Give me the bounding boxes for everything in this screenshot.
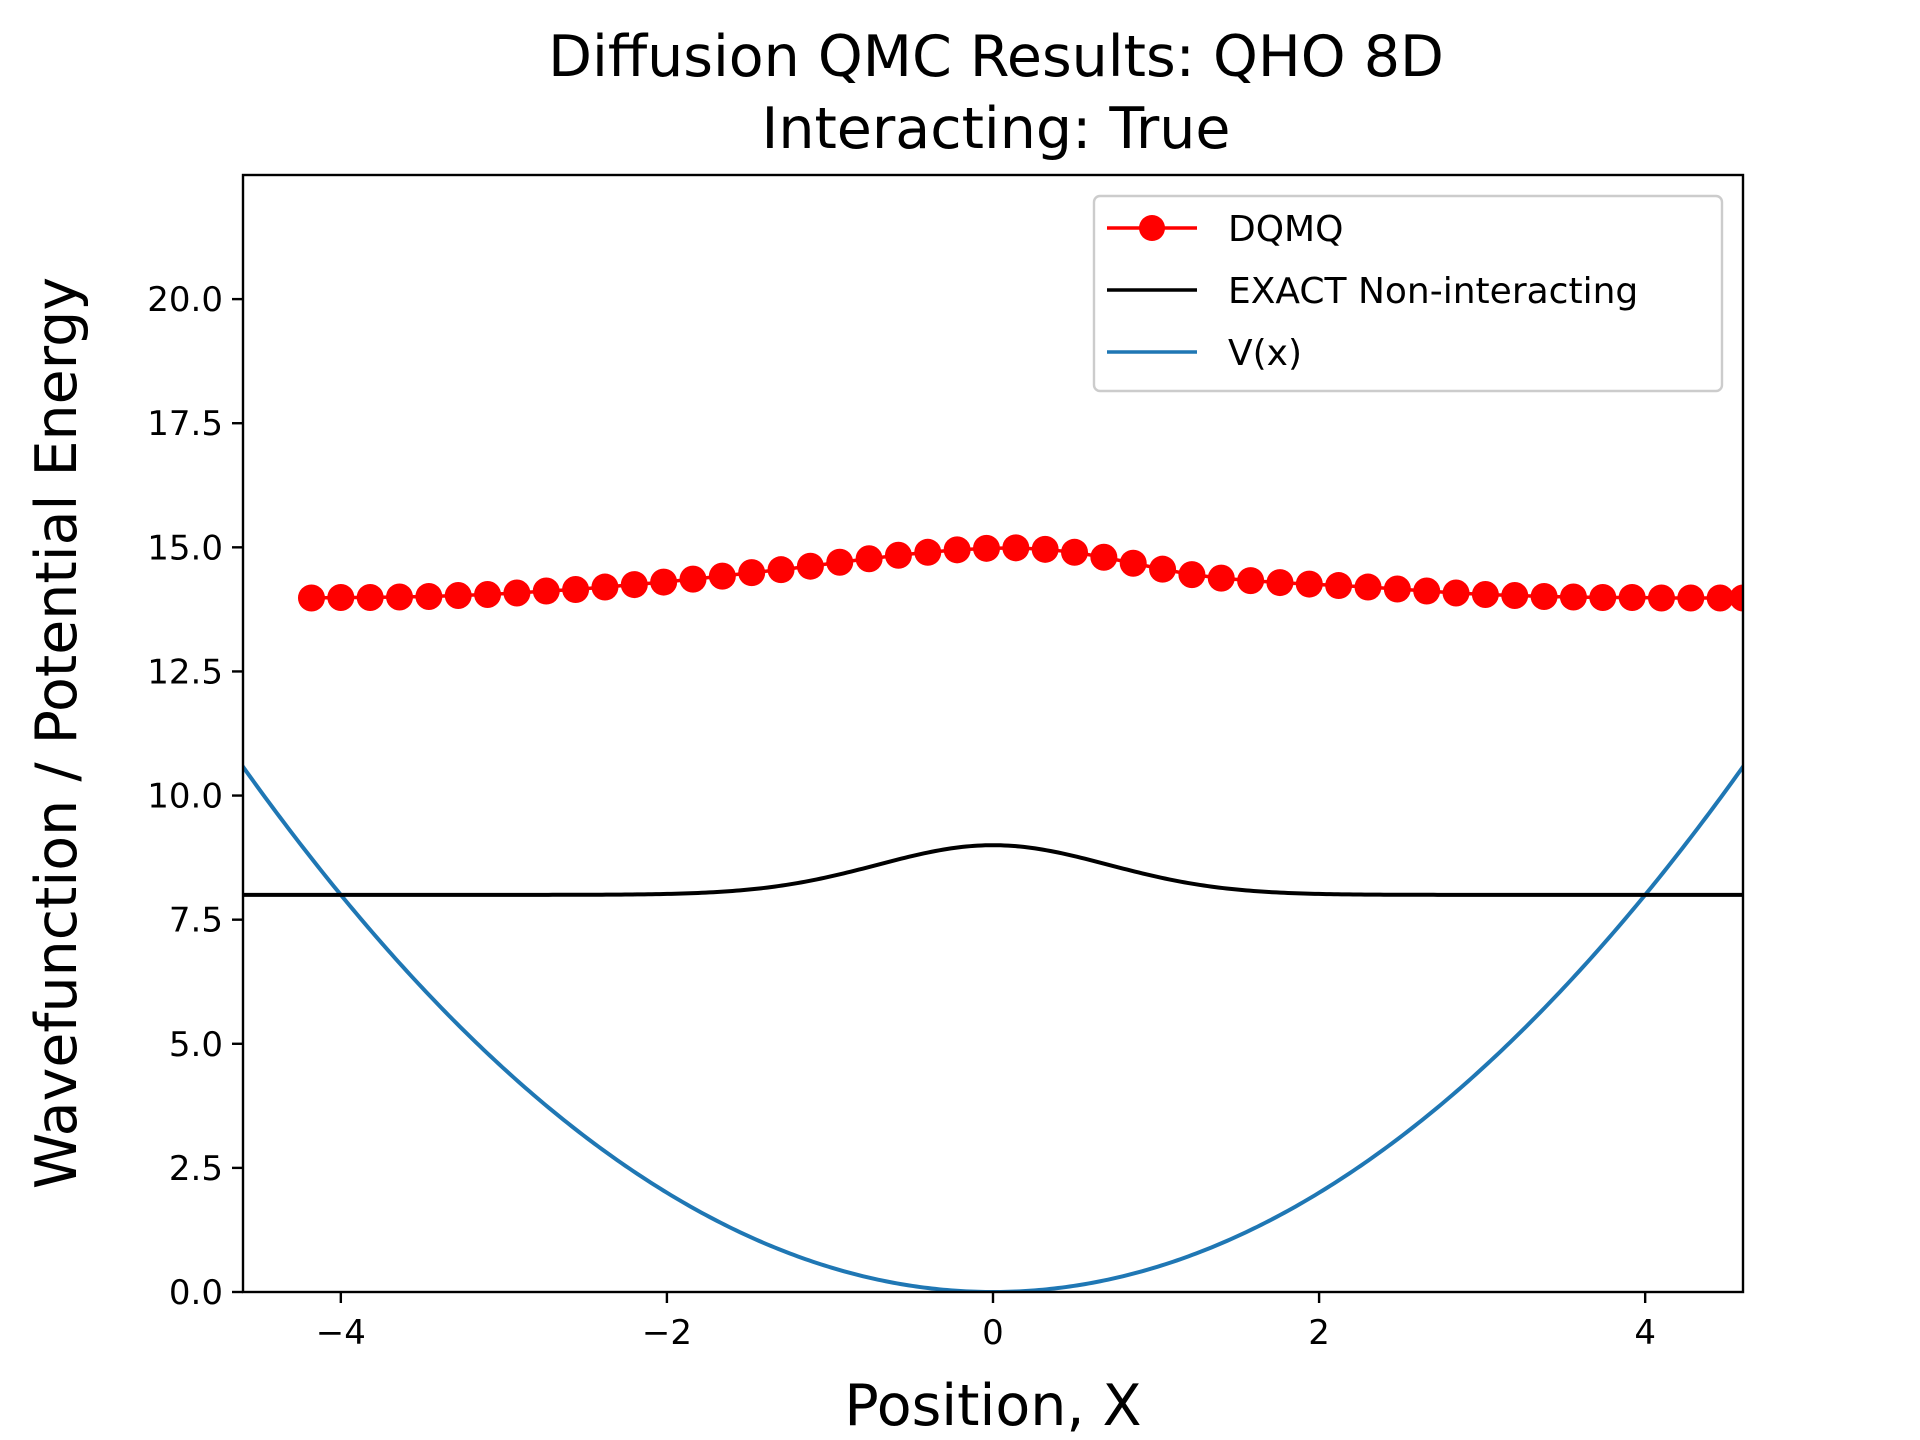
dqmq-point: [1501, 581, 1529, 609]
dqmq-point: [1061, 538, 1089, 566]
dqmq-point: [1383, 575, 1411, 603]
dqmq-point: [591, 573, 619, 601]
dqmq-point: [796, 552, 824, 580]
dqmq-point: [1149, 555, 1177, 583]
x-tick-label: 4: [1634, 1313, 1656, 1353]
x-axis: −4 −2 0 2 4: [316, 1292, 1656, 1353]
dqmq-point: [1618, 583, 1646, 611]
dqmq-point: [884, 541, 912, 569]
y-tick-label: 10.0: [147, 777, 223, 817]
dqmq-point: [708, 562, 736, 590]
x-tick-label: −2: [642, 1313, 692, 1353]
y-tick-label: 12.5: [147, 652, 223, 692]
plot-area: [241, 173, 1745, 1294]
dqmq-point: [972, 534, 1000, 562]
y-tick-label: 0.0: [169, 1273, 223, 1313]
dqmq-point: [444, 581, 472, 609]
legend-box: [1092, 194, 1724, 393]
legend-label-potential: V(x): [1228, 333, 1302, 374]
dqmq-point: [1325, 572, 1353, 600]
dqmq-point: [1237, 567, 1265, 595]
y-tick-label: 5.0: [169, 1025, 223, 1065]
dqmq-point: [620, 571, 648, 599]
dqmq-point: [1354, 573, 1382, 601]
y-tick-label: 2.5: [169, 1149, 223, 1189]
dqmq-point: [327, 583, 355, 611]
dqmq-point: [532, 577, 560, 605]
legend-label-dqmq: DQMQ: [1228, 209, 1343, 250]
dqmq-point: [855, 545, 883, 573]
y-tick-label: 17.5: [147, 404, 223, 444]
dqmq-point: [1706, 584, 1734, 612]
x-tick-label: −4: [316, 1313, 366, 1353]
dqmq-point: [1178, 561, 1206, 589]
dqmq-point: [1677, 584, 1705, 612]
dqmq-point: [386, 583, 414, 611]
dqmq-point: [1002, 534, 1030, 562]
dqmq-point: [1207, 564, 1235, 592]
dqmq-point: [1530, 582, 1558, 610]
x-axis-label: Position, X: [844, 1373, 1141, 1439]
dqmq-point: [1729, 584, 1743, 612]
dqmq-point: [650, 568, 678, 596]
dqmq-point: [767, 556, 795, 584]
dqmq-point: [943, 536, 971, 564]
legend-marker-dqmq: [1139, 215, 1165, 241]
dqmq-point: [415, 582, 443, 610]
x-tick-label: 0: [982, 1313, 1004, 1353]
exact-curve: [243, 843, 1743, 897]
dqmq-point: [1589, 583, 1617, 611]
y-axis: 0.0 2.5 5.0 7.5 10.0 12.5 15.0 17.5 20.0: [147, 280, 243, 1313]
dqmq-point: [1295, 570, 1323, 598]
dqmq-point: [738, 559, 766, 587]
dqmq-point: [356, 583, 384, 611]
dqmq-point: [1413, 577, 1441, 605]
x-tick-label: 2: [1308, 1313, 1330, 1353]
series-layer: [243, 534, 1743, 1292]
dqmq-point: [1266, 569, 1294, 597]
dqmq-point: [1647, 584, 1675, 612]
dqmq-point: [503, 579, 531, 607]
dqmq-point: [826, 548, 854, 576]
dqmq-point: [1119, 549, 1147, 577]
dqmq-point: [1559, 583, 1587, 611]
dqmq-point: [474, 581, 502, 608]
dqmq-point: [1442, 579, 1470, 607]
dqmq-point: [562, 576, 590, 604]
y-tick-label: 7.5: [169, 901, 223, 941]
y-tick-label: 20.0: [147, 280, 223, 320]
dqmq-point: [1090, 543, 1118, 571]
dqmq-point: [297, 584, 325, 612]
dqmq-point: [679, 565, 707, 593]
y-tick-label: 15.0: [147, 528, 223, 568]
potential-curve: [243, 763, 1743, 1292]
dqmq-point: [1471, 581, 1499, 608]
dqmq-point: [1031, 535, 1059, 563]
chart-title: Diffusion QMC Results: QHO 8D: [548, 24, 1444, 90]
legend: DQMQ EXACT Non-interacting V(x): [1092, 194, 1724, 393]
y-axis-label: Wavefunction / Potential Energy: [24, 277, 90, 1189]
dqmq-point: [914, 538, 942, 566]
chart-subtitle: Interacting: True: [762, 96, 1231, 162]
legend-label-exact: EXACT Non-interacting: [1228, 271, 1638, 312]
